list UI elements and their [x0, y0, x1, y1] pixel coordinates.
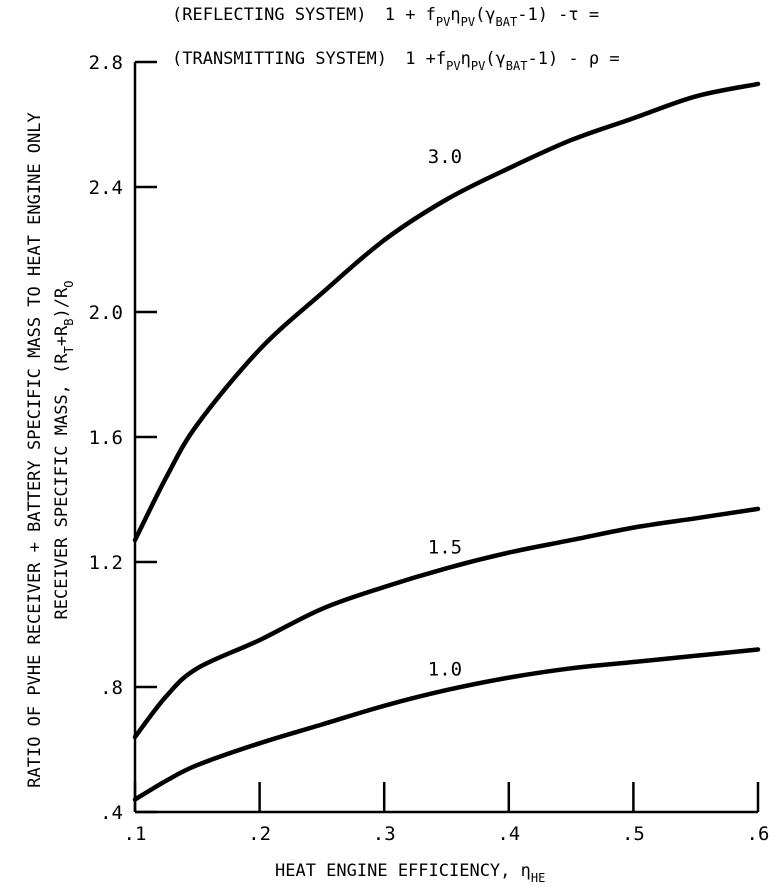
curve-labels: 3.0 1.5 1.0: [428, 146, 462, 681]
header-line-transmitting: (TRANSMITTING SYSTEM) 1 +fPVηPV(γBAT-1) …: [172, 49, 620, 73]
header-line-reflecting: (REFLECTING SYSTEM) 1 + fPVηPV(γBAT-1) -…: [172, 5, 599, 29]
x-tick-label: .4: [497, 823, 520, 845]
curve-label: 1.5: [428, 536, 462, 558]
ticks: .4 .8 1.2 1.6 2.0 2.4 2.8 .1 .2 .3 .4 .5 .6: [89, 52, 770, 845]
curve-label: 3.0: [428, 146, 462, 168]
y-axis-label: RATIO OF PVHE RECEIVER + BATTERY SPECIFI…: [25, 112, 76, 788]
y-tick-label: .4: [100, 802, 123, 824]
x-axis-label: HEAT ENGINE EFFICIENCY, ηHE: [275, 861, 545, 885]
series-line-1-0: [132, 647, 761, 802]
series-group: [132, 81, 761, 802]
y-tick-label: .8: [100, 677, 123, 699]
header-label-transmitting: (TRANSMITTING SYSTEM): [172, 49, 387, 69]
y-tick-label: 2.0: [89, 302, 123, 324]
svg-text:(REFLECTING SYSTEM) 1 +: (REFLECTING SYSTEM) 1 + fPVηPV(γBAT-1) -…: [172, 5, 599, 29]
series-line-1-5: [132, 506, 761, 740]
y-tick-label: 1.6: [89, 427, 123, 449]
x-tick-label: .3: [373, 823, 396, 845]
x-tick-label: .6: [747, 823, 770, 845]
y-tick-label: 2.4: [89, 177, 123, 199]
x-tick-label: .2: [248, 823, 271, 845]
svg-text:HEAT ENGINE EFFICIENCY, ηHE: HEAT ENGINE EFFICIENCY, ηHE: [275, 861, 545, 885]
y-tick-label: 2.8: [89, 52, 123, 74]
y-tick-label: 1.2: [89, 552, 123, 574]
y-axis-label-line2: RECEIVER SPECIFIC MASS, (RT+RB)/RO: [52, 280, 76, 619]
series-line-3-0: [132, 81, 761, 543]
svg-text:(TRANSMITTING SYSTEM) 1: (TRANSMITTING SYSTEM) 1 +fPVηPV(γBAT-1) …: [172, 49, 620, 73]
axes: [133, 62, 758, 814]
y-axis-label-line1: RATIO OF PVHE RECEIVER + BATTERY SPECIFI…: [25, 112, 45, 788]
x-tick-label: .1: [124, 823, 147, 845]
header-label-reflecting: (REFLECTING SYSTEM): [172, 5, 366, 25]
curve-label: 1.0: [428, 658, 462, 680]
x-tick-label: .5: [622, 823, 645, 845]
